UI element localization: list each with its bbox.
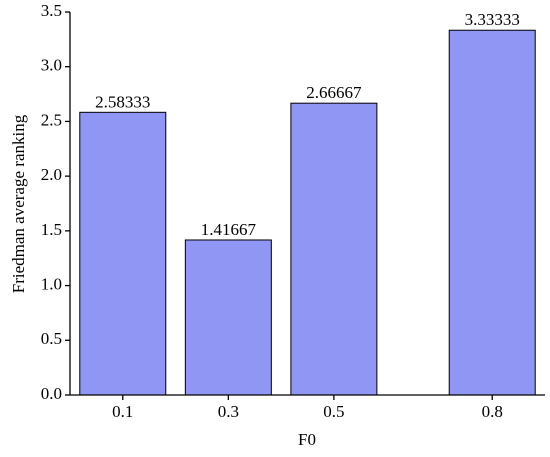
y-axis-label: Friedman average ranking [9,114,28,293]
y-tick-label: 1.5 [41,220,62,239]
x-tick-label: 0.8 [482,402,503,421]
bar [448,29,536,396]
y-tick-label: 0.0 [41,384,62,403]
value-label: 1.41667 [201,220,257,239]
y-tick-label: 3.5 [41,1,62,20]
y-tick-label: 0.5 [41,329,62,348]
x-tick-label: 0.5 [323,402,344,421]
value-label: 2.66667 [306,83,362,102]
bar [184,239,272,396]
bar [290,102,378,396]
y-tick-label: 3.0 [41,56,62,75]
bar [79,111,167,396]
y-tick-label: 1.0 [41,274,62,293]
value-label: 3.33333 [465,10,520,29]
x-tick-label: 0.3 [218,402,239,421]
y-tick-label: 2.0 [41,165,62,184]
x-axis-label: F0 [298,430,316,449]
value-label: 2.58333 [95,92,150,111]
y-tick-label: 2.5 [41,110,62,129]
x-tick-label: 0.1 [112,402,133,421]
